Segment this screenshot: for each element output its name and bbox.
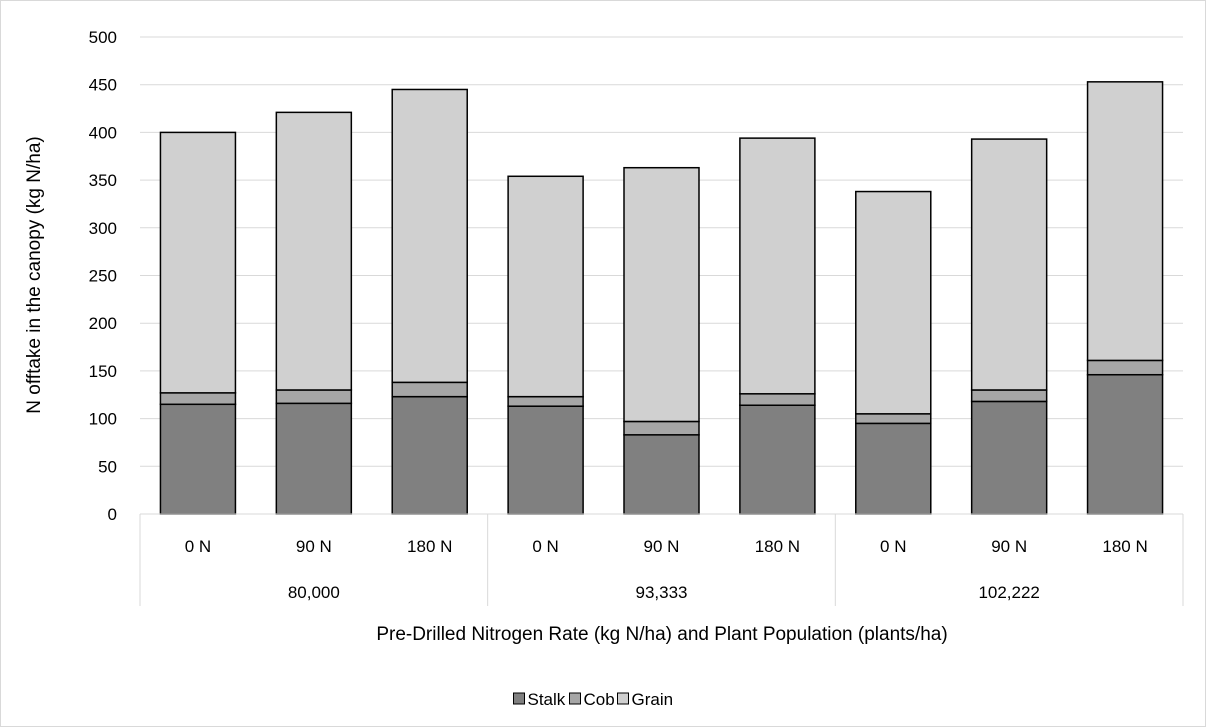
bar-segment-stalk (391, 395, 468, 515)
y-tick-label: 450 (89, 76, 117, 95)
bar-segment-cob (623, 420, 700, 436)
y-tick-label: 400 (89, 123, 117, 142)
x-tick-label: 90 N (644, 537, 680, 556)
bar-segment-stalk (1086, 373, 1164, 515)
x-tick-label: 180 N (407, 537, 452, 556)
bar-segment-cob (970, 389, 1048, 403)
x-axis-title: Pre-Drilled Nitrogen Rate (kg N/ha) and … (376, 624, 947, 645)
x-group-label: 93,333 (636, 583, 688, 602)
y-tick-label: 250 (89, 267, 117, 286)
x-group-label: 80,000 (288, 583, 340, 602)
y-tick-label: 300 (89, 219, 117, 238)
bar-segment-stalk (159, 403, 237, 515)
legend-label-grain: Grain (632, 690, 674, 709)
y-tick-label: 100 (89, 410, 117, 429)
x-tick-label: 180 N (1102, 537, 1147, 556)
bar-segment-cob (1086, 359, 1164, 376)
bar-segment-cob (855, 413, 932, 425)
bar-segment-stalk (970, 400, 1048, 515)
bar-segment-cob (391, 381, 468, 398)
bar-segment-grain (275, 111, 353, 391)
bar-segment-stalk (855, 422, 932, 515)
bar-segment-stalk (739, 404, 816, 515)
bar-segment-stalk (507, 405, 584, 515)
bar-segment-cob (507, 395, 584, 407)
bar-segment-grain (159, 131, 237, 394)
y-tick-label: 200 (89, 314, 117, 333)
x-tick-label: 90 N (991, 537, 1027, 556)
bar-segment-cob (739, 393, 816, 406)
legend-swatch-stalk (513, 692, 525, 705)
y-tick-label: 500 (89, 28, 117, 47)
legend-label-cob: Cob (584, 690, 615, 709)
bar-segment-stalk (623, 434, 700, 515)
bar-segment-grain (739, 137, 816, 395)
bar-segment-grain (507, 175, 584, 398)
legend-swatch-cob (569, 692, 581, 705)
bar-segment-grain (623, 166, 700, 423)
bar-segment-grain (970, 138, 1048, 391)
bars (159, 81, 1164, 515)
bar-segment-grain (855, 190, 932, 415)
y-axis-title: N offtake in the canopy (kg N/ha) (24, 136, 45, 413)
x-group-label: 102,222 (978, 583, 1039, 602)
legend: Stalk Cob Grain (513, 690, 674, 709)
x-tick-label: 0 N (185, 537, 211, 556)
legend-swatch-grain (617, 692, 629, 705)
x-tick-label: 90 N (296, 537, 332, 556)
y-tick-label: 0 (108, 505, 117, 524)
legend-label-stalk: Stalk (528, 690, 566, 709)
y-tick-label: 150 (89, 362, 117, 381)
y-axis-ticks: 0 50 100 150 200 250 300 350 400 450 500 (89, 28, 117, 524)
x-tick-label: 0 N (532, 537, 558, 556)
bar-segment-cob (275, 389, 353, 405)
y-tick-label: 50 (98, 457, 117, 476)
bar-segment-grain (391, 88, 468, 384)
x-axis: 0 N 90 N 180 N 0 N 90 N 180 N 0 N 90 N 180 N 80,0… (139, 513, 1184, 606)
y-tick-label: 350 (89, 171, 117, 190)
x-tick-label: 0 N (880, 537, 906, 556)
bar-segment-stalk (275, 402, 353, 515)
bar-segment-grain (1086, 81, 1164, 362)
bar-segment-cob (159, 392, 237, 406)
x-tick-label: 180 N (755, 537, 800, 556)
